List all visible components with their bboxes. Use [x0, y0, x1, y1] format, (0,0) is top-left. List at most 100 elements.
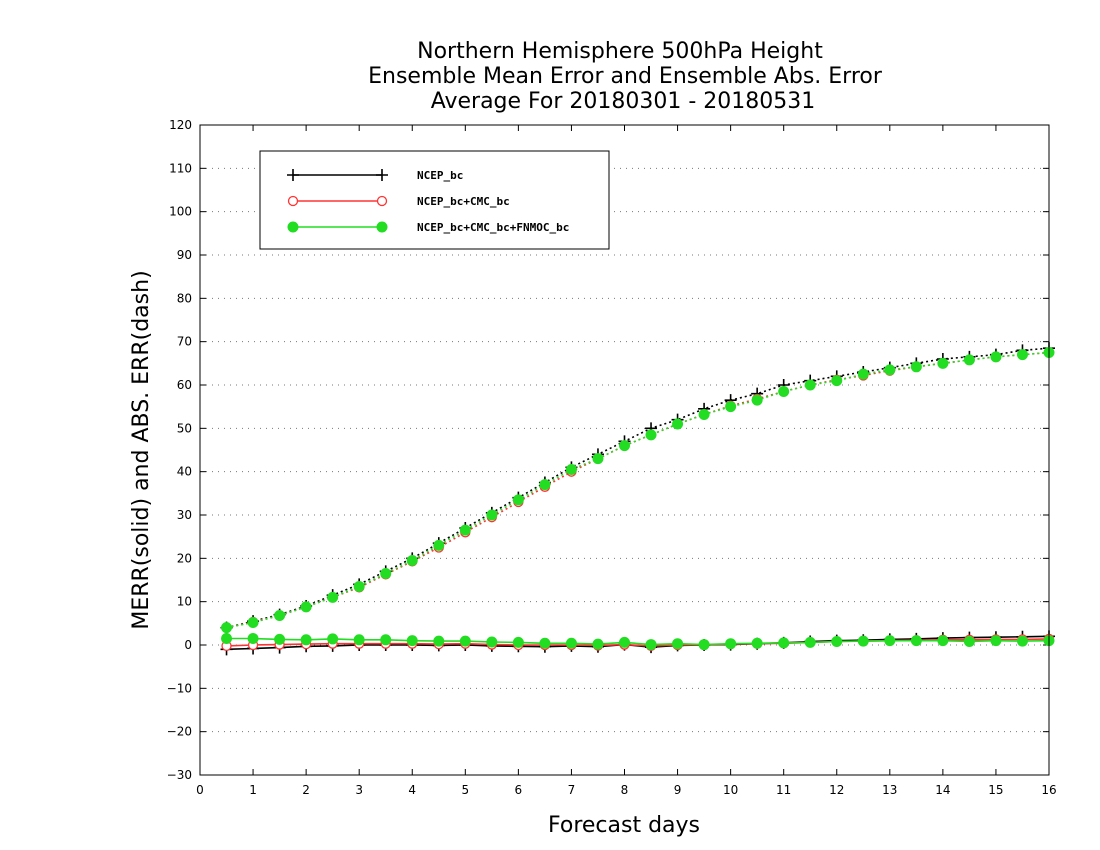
abs-err-point: [1016, 349, 1028, 361]
series-1: [220, 342, 1055, 656]
abs-err-point: [672, 418, 684, 430]
title-line-2: Ensemble Mean Error and Ensemble Abs. Er…: [368, 64, 883, 89]
abs-err-point: [937, 357, 949, 369]
merr-point: [353, 634, 365, 646]
x-tick-label: 16: [1041, 783, 1056, 797]
abs-err-point: [725, 401, 737, 413]
merr-point: [937, 635, 949, 647]
merr-point: [645, 639, 657, 651]
abs-err-point: [300, 601, 312, 613]
abs-err-point: [751, 394, 763, 406]
x-tick-label: 15: [988, 783, 1003, 797]
y-tick-label: 50: [177, 421, 192, 435]
merr-point: [725, 638, 737, 650]
abs-err-point: [990, 351, 1002, 363]
legend-label: NCEP_bc+CMC_bc+FNMOC_bc: [417, 221, 569, 234]
merr-point: [221, 633, 233, 644]
x-tick-label: 4: [408, 783, 416, 797]
merr-point: [433, 635, 445, 647]
series-2: [221, 347, 1055, 652]
merr-point: [459, 635, 471, 647]
merr-point: [274, 633, 286, 645]
y-tick-label: −30: [167, 768, 192, 782]
merr-point: [831, 636, 843, 648]
merr-point: [512, 636, 524, 648]
merr-point: [698, 639, 710, 651]
x-tick-label: 9: [674, 783, 682, 797]
x-tick-label: 13: [882, 783, 897, 797]
y-tick-label: −10: [167, 681, 192, 695]
abs-err-point: [327, 591, 339, 603]
x-tick-label: 1: [249, 783, 257, 797]
merr-point: [592, 638, 604, 650]
y-tick-label: 80: [177, 291, 192, 305]
x-tick-label: 10: [723, 783, 738, 797]
abs-err-point: [353, 581, 365, 592]
series-3: [221, 347, 1055, 651]
abs-err-point: [831, 375, 843, 387]
merr-point: [778, 637, 790, 649]
y-tick-label: 60: [177, 378, 192, 392]
chart-title: Northern Hemisphere 500hPa Height Ensemb…: [368, 39, 883, 114]
x-tick-label: 8: [621, 783, 629, 797]
merr-point: [565, 637, 577, 649]
abs-err-line: [226, 351, 1050, 629]
merr-point: [247, 633, 259, 644]
merr-point: [619, 636, 630, 648]
legend-label: NCEP_bc: [417, 169, 463, 182]
abs-err-point: [459, 524, 471, 536]
merr-point: [884, 635, 896, 647]
x-tick-label: 6: [515, 783, 523, 797]
legend-marker: [376, 195, 388, 207]
x-tick-label: 14: [935, 783, 950, 797]
abs-err-point: [247, 616, 259, 628]
y-tick-label: 110: [169, 161, 192, 175]
title-line-3: Average For 20180301 - 20180531: [431, 89, 816, 114]
y-tick-label: 70: [177, 335, 192, 349]
abs-err-point: [592, 453, 604, 465]
x-tick-label: 11: [776, 783, 791, 797]
merr-point: [990, 635, 1002, 647]
merr-point: [672, 638, 684, 650]
merr-point: [380, 634, 392, 646]
abs-err-point: [857, 368, 869, 380]
legend-marker: [287, 169, 299, 181]
abs-err-point: [884, 364, 896, 376]
legend-marker: [287, 195, 299, 207]
x-tick-label: 3: [355, 783, 363, 797]
abs-err-point: [963, 354, 975, 366]
x-tick-label: 2: [302, 783, 310, 797]
title-line-1: Northern Hemisphere 500hPa Height: [417, 39, 823, 64]
series-layer: [220, 342, 1055, 656]
legend-marker: [376, 169, 388, 181]
y-tick-label: 10: [177, 595, 192, 609]
abs-err-point: [539, 479, 551, 491]
x-tick-label: 12: [829, 783, 844, 797]
abs-err-point: [512, 494, 524, 506]
merr-point: [963, 636, 975, 648]
y-tick-label: 30: [177, 508, 192, 522]
plot-frame: [199, 124, 1050, 776]
merr-point: [910, 635, 922, 647]
y-tick-label: 0: [184, 638, 192, 652]
abs-err-point: [645, 429, 657, 441]
abs-err-point: [698, 408, 710, 420]
y-tick-label: 120: [169, 118, 192, 132]
y-tick-label: 40: [177, 465, 192, 479]
abs-err-point: [380, 568, 392, 579]
merr-point: [804, 636, 816, 648]
y-axis-label: MERR(solid) and ABS. ERR(dash): [129, 270, 154, 629]
abs-err-line: [226, 347, 1050, 629]
abs-err-point: [433, 539, 445, 551]
x-tick-label: 0: [196, 783, 204, 797]
legend-label: NCEP_bc+CMC_bc: [417, 195, 510, 208]
merr-point: [857, 635, 869, 647]
merr-point: [406, 635, 418, 647]
y-tick-label: 20: [177, 551, 192, 565]
abs-err-point: [804, 379, 816, 391]
merr-point: [486, 636, 498, 648]
merr-point: [1016, 635, 1028, 647]
legend-box: [259, 150, 610, 250]
